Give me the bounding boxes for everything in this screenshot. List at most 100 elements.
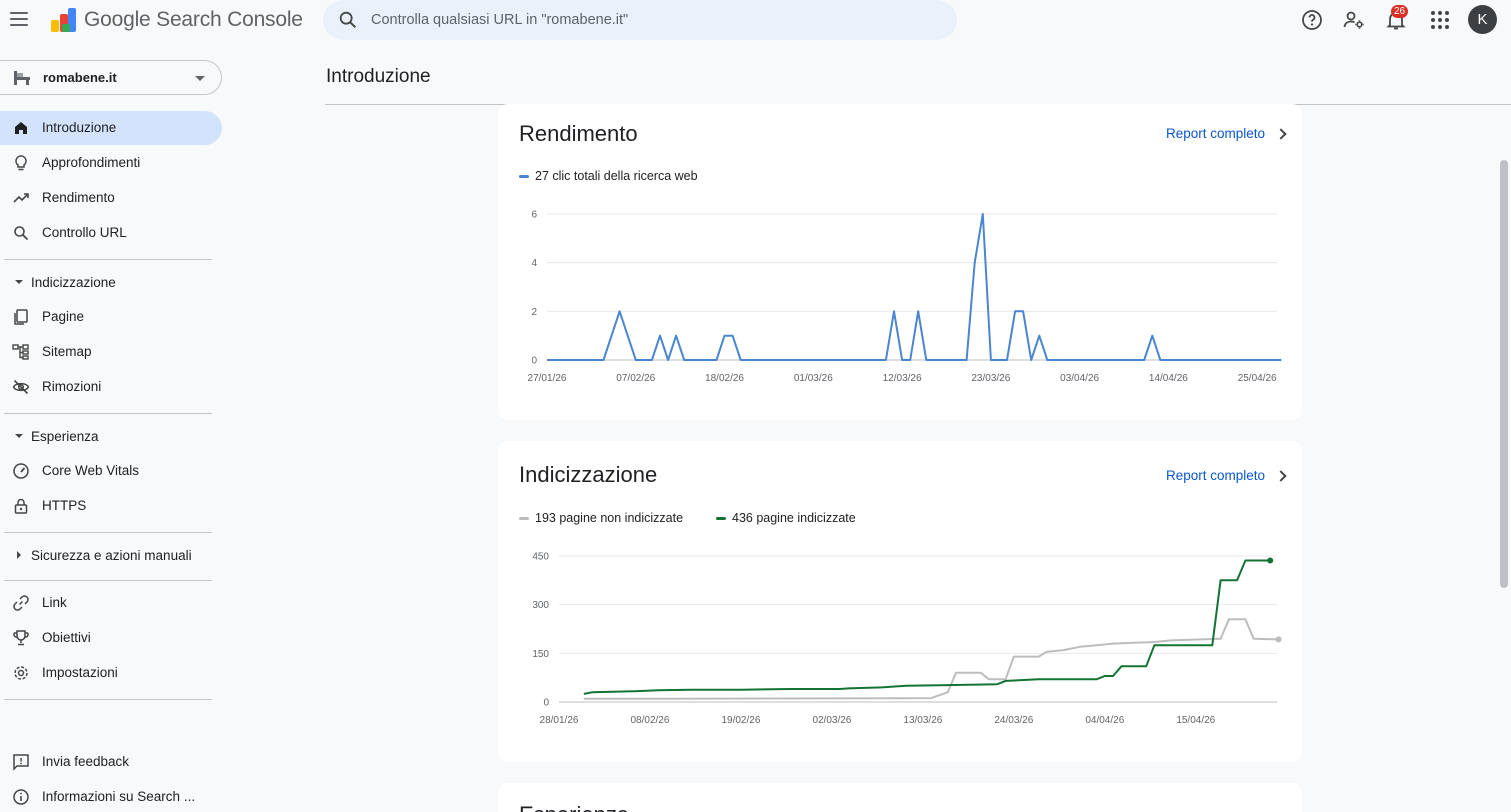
sidebar-divider (4, 580, 212, 581)
sitemap-icon (12, 344, 29, 360)
feedback-icon (13, 754, 29, 771)
gear-icon (14, 666, 28, 680)
indexing-card: Indicizzazione Report completo 193 pagin… (498, 441, 1302, 762)
legend-not-indexed[interactable]: 193 pagine non indicizzate (519, 511, 683, 525)
collapse-arrow-icon (15, 280, 23, 284)
property-name: romabene.it (43, 70, 117, 85)
lightbulb-icon (15, 155, 27, 171)
series-line (547, 213, 1282, 361)
info-icon (13, 789, 29, 805)
x-tick-label: 27/01/26 (528, 373, 567, 384)
series-end-point (1267, 557, 1274, 564)
legend-clicks[interactable]: 27 clic totali della ricerca web (519, 169, 698, 183)
search-icon (14, 226, 29, 241)
performance-report-link[interactable]: Report completo (1166, 126, 1287, 141)
url-inspection-search[interactable] (323, 0, 957, 40)
indexing-card-title: Indicizzazione (519, 462, 658, 487)
experience-card: Esperienza (498, 783, 1302, 812)
dropdown-arrow-icon (195, 76, 205, 81)
page-title: Introduzione (326, 66, 431, 87)
app-logo[interactable]: Google Search Console (50, 6, 303, 34)
speed-icon (13, 463, 29, 479)
y-tick-label: 4 (531, 258, 537, 269)
nav-sitemap[interactable]: Sitemap (0, 335, 222, 369)
nav-https[interactable]: HTTPS (0, 489, 222, 523)
legend-swatch (716, 516, 726, 520)
indexing-report-link[interactable]: Report completo (1166, 468, 1287, 483)
property-selector[interactable]: romabene.it (0, 60, 222, 95)
y-tick-label: 150 (532, 649, 549, 660)
experience-card-title: Esperienza (519, 802, 629, 812)
performance-chart: 0 2 4 6 27/01/26 07/02/26 18/02/26 01/03/26 12/0… (528, 210, 1282, 384)
nav-approfondimenti[interactable]: Approfondimenti (0, 146, 222, 180)
section-sicurezza[interactable]: Sicurezza e azioni manuali (0, 541, 222, 571)
performance-card-title: Rendimento (519, 121, 638, 146)
eye-off-icon (12, 379, 30, 395)
nav-rendimento[interactable]: Rendimento (0, 181, 222, 215)
hamburger-menu-icon[interactable] (10, 8, 32, 30)
sidebar-divider (4, 699, 212, 700)
section-indicizzazione[interactable]: Indicizzazione (0, 268, 222, 298)
search-icon[interactable] (337, 9, 359, 31)
nav-pagine[interactable]: Pagine (0, 300, 222, 334)
sidebar-divider (4, 532, 212, 533)
page-scrollbar[interactable] (1500, 160, 1508, 588)
nav-obiettivi[interactable]: Obiettivi (0, 621, 222, 655)
site-favicon-icon (14, 71, 30, 85)
y-tick-label: 450 (532, 552, 549, 563)
section-esperienza[interactable]: Esperienza (0, 422, 222, 452)
x-tick-label: 04/04/26 (1085, 715, 1124, 726)
app-title: Google Search Console (84, 8, 303, 31)
notification-badge: 26 (1391, 5, 1409, 18)
lock-icon (14, 498, 28, 514)
indexing-chart: 0 150 300 450 28/01/26 08/02/26 19/02/26 02/03/… (532, 552, 1282, 726)
chevron-right-icon (1275, 127, 1287, 140)
x-tick-label: 12/03/26 (883, 373, 922, 384)
x-tick-label: 15/04/26 (1176, 715, 1215, 726)
x-tick-label: 25/04/26 (1238, 373, 1277, 384)
nav-rimozioni[interactable]: Rimozioni (0, 370, 222, 404)
x-tick-label: 18/02/26 (705, 373, 744, 384)
home-icon (15, 122, 27, 134)
help-icon[interactable] (1300, 8, 1324, 32)
manage-users-icon[interactable] (1342, 8, 1366, 32)
y-tick-label: 2 (531, 307, 537, 318)
x-tick-label: 19/02/26 (721, 715, 760, 726)
x-tick-label: 07/02/26 (616, 373, 655, 384)
y-tick-label: 6 (531, 210, 537, 221)
x-tick-label: 08/02/26 (631, 715, 670, 726)
x-tick-label: 24/03/26 (994, 715, 1033, 726)
pages-icon (14, 309, 28, 325)
trophy-icon (13, 630, 29, 646)
legend-swatch (519, 174, 529, 178)
apps-grid-icon[interactable] (1428, 8, 1452, 32)
x-tick-label: 03/04/26 (1060, 373, 1099, 384)
nav-controllo-url[interactable]: Controllo URL (0, 216, 222, 250)
nav-introduzione[interactable]: Introduzione (0, 111, 222, 145)
trending-up-icon (13, 193, 29, 203)
legend-indexed[interactable]: 436 pagine indicizzate (716, 511, 856, 525)
sidebar-divider (4, 259, 212, 260)
x-tick-label: 13/03/26 (903, 715, 942, 726)
search-console-logo-icon (51, 8, 76, 32)
collapse-arrow-icon (15, 434, 23, 438)
x-tick-label: 23/03/26 (971, 373, 1010, 384)
y-tick-label: 0 (543, 698, 549, 709)
nav-impostazioni[interactable]: Impostazioni (0, 656, 222, 690)
x-tick-label: 01/03/26 (794, 373, 833, 384)
nav-link[interactable]: Link (0, 586, 222, 620)
nav-informazioni[interactable]: Informazioni su Search ... (0, 780, 222, 812)
x-tick-label: 14/04/26 (1149, 373, 1188, 384)
y-tick-label: 300 (532, 600, 549, 611)
nav-invia-feedback[interactable]: Invia feedback (0, 745, 222, 779)
chevron-right-icon (1275, 469, 1287, 482)
nav-core-web-vitals[interactable]: Core Web Vitals (0, 454, 222, 488)
account-avatar[interactable]: K (1468, 5, 1497, 34)
performance-card: Rendimento Report completo 27 clic total… (498, 104, 1302, 420)
x-tick-label: 28/01/26 (540, 715, 579, 726)
link-icon (13, 595, 29, 611)
search-input[interactable] (371, 0, 931, 40)
legend-swatch (519, 516, 529, 520)
y-tick-label: 0 (531, 356, 537, 367)
series-end-point (1275, 636, 1282, 643)
